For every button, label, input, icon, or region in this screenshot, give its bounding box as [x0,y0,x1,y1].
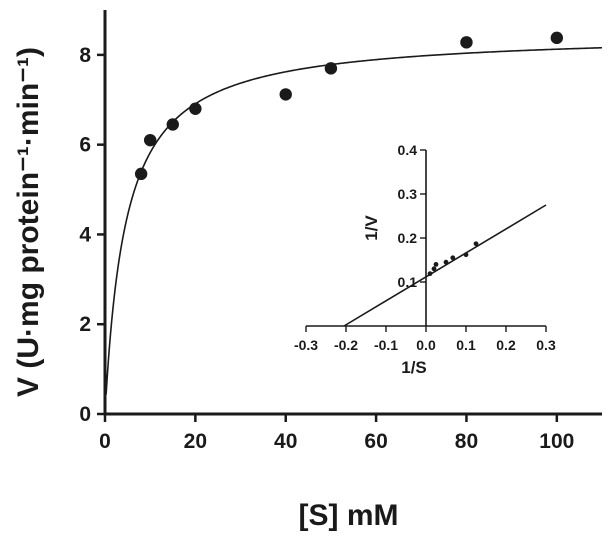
x-tick-label: 80 [455,430,478,453]
inset-y-tick-label: 0.4 [398,142,418,158]
y-tick-label: 4 [79,223,91,246]
inset-data-point [431,266,437,272]
inset-data-point [443,259,449,265]
data-point [166,118,179,131]
fit-curve [105,46,603,395]
inset-plot: -0.3 -0.2 -0.1 0.0 0.1 0.2 0.30.10.20.30.41/S1… [294,142,556,377]
inset-data-point [450,255,456,261]
inset-x-tick-label: 0.3 [536,337,556,353]
data-point [143,133,157,147]
inset-x-tick-label: 0.1 [456,337,476,353]
data-point [189,102,202,115]
x-tick-label: 0 [99,430,111,453]
inset-fit-line [343,204,547,327]
data-point [279,88,292,101]
y-tick-label: 0 [79,403,91,426]
inset-y-axis-title: 1/V [362,215,381,241]
inset-y-tick-label: 0.2 [398,230,418,246]
y-axis-title: V (U·mg protein⁻¹·min⁻¹) [12,47,45,397]
data-point [550,31,564,45]
x-tick-label: 60 [364,430,387,453]
x-axis-title: [S] mM [299,499,399,532]
data-point [134,167,148,181]
data-point [324,62,338,75]
y-tick-label: 8 [79,44,91,67]
x-tick-label: 40 [274,430,297,453]
inset-data-point [433,262,439,267]
inset-y-tick-label: 0.3 [398,186,418,202]
inset-x-tick-label: 0.0 [416,337,436,353]
inset-x-tick-label: -0.1 [374,337,398,353]
data-point [460,36,473,49]
inset-x-tick-label: 0.2 [496,337,516,353]
x-tick-label: 20 [184,430,207,453]
inset-data-point [463,252,469,258]
inset-data-point [473,241,479,247]
y-tick-label: 6 [79,134,91,157]
inset-x-tick-label: -0.3 [294,337,318,353]
y-tick-label: 2 [79,313,91,336]
inset-data-point [427,271,433,277]
inset-x-axis-title: 1/S [401,358,427,377]
inset-x-tick-label: -0.2 [334,337,358,353]
x-tick-label: 100 [539,430,574,453]
